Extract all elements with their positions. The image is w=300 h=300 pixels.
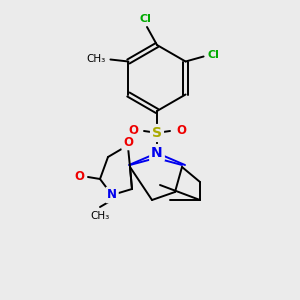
Text: CH₃: CH₃ — [90, 211, 110, 221]
Text: O: O — [176, 124, 186, 137]
Text: Cl: Cl — [139, 14, 151, 24]
Text: O: O — [74, 170, 84, 184]
Text: O: O — [128, 124, 138, 137]
Text: N: N — [151, 146, 163, 160]
Text: O: O — [123, 136, 133, 148]
Text: S: S — [152, 126, 162, 140]
Text: CH₃: CH₃ — [87, 55, 106, 64]
Text: N: N — [107, 188, 117, 202]
Text: Cl: Cl — [208, 50, 220, 61]
